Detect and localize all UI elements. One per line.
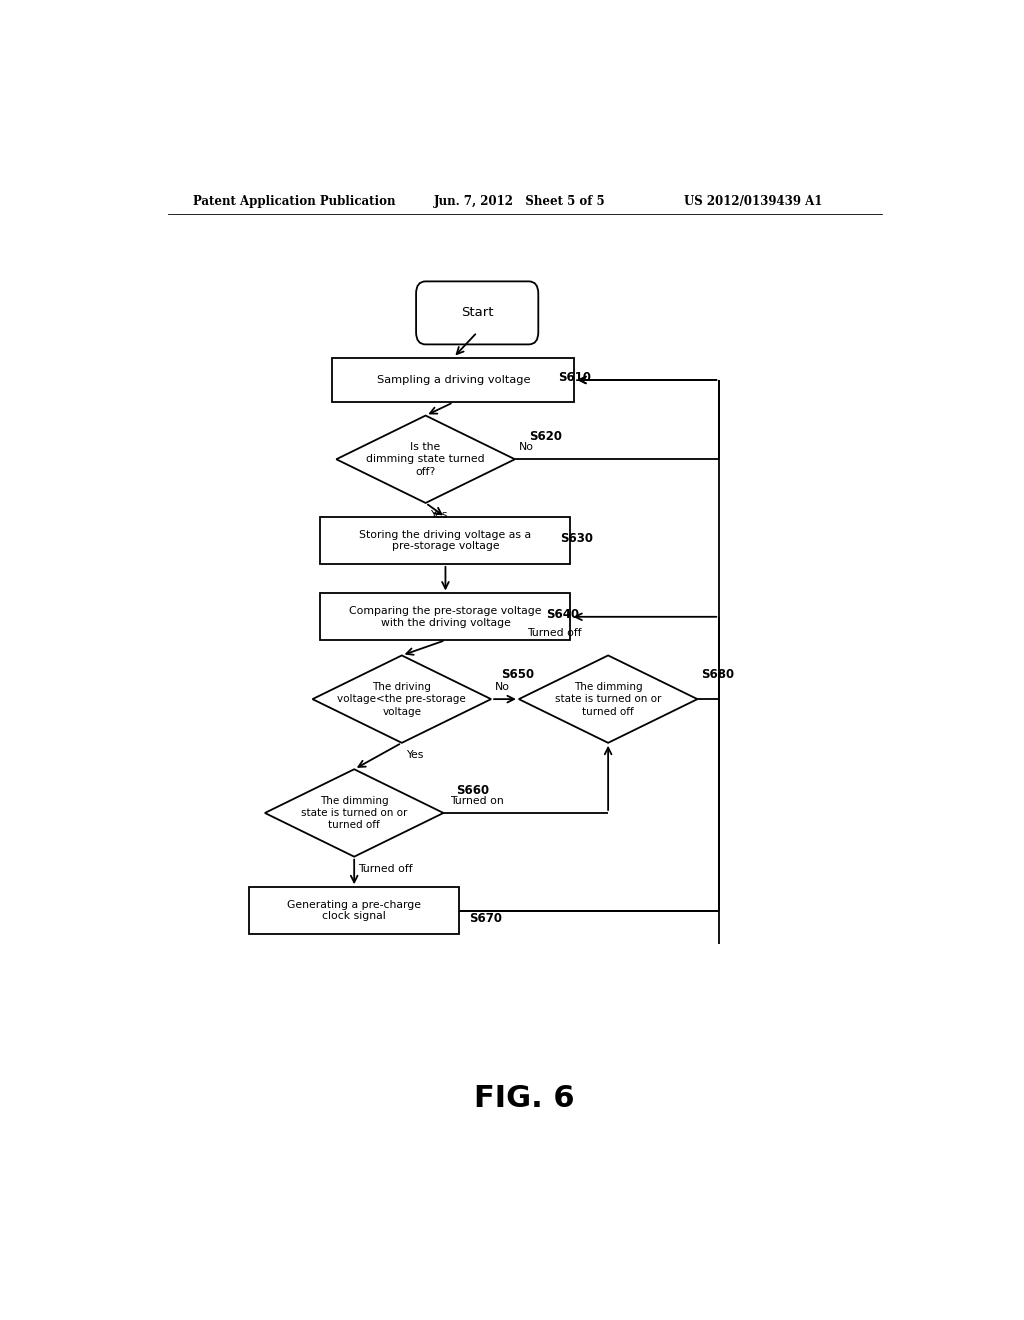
Text: Start: Start [461,306,494,319]
Text: Patent Application Publication: Patent Application Publication [194,194,395,207]
Text: The driving
voltage<the pre-storage
voltage: The driving voltage<the pre-storage volt… [338,681,466,717]
Text: Storing the driving voltage as a
pre-storage voltage: Storing the driving voltage as a pre-sto… [359,529,531,552]
Text: Generating a pre-charge
clock signal: Generating a pre-charge clock signal [287,900,421,921]
Text: Jun. 7, 2012   Sheet 5 of 5: Jun. 7, 2012 Sheet 5 of 5 [433,194,605,207]
Text: Turned off: Turned off [358,863,413,874]
Text: S670: S670 [469,912,502,925]
Text: S620: S620 [528,430,562,444]
FancyBboxPatch shape [416,281,539,345]
Text: Yes: Yes [430,510,446,520]
Polygon shape [265,770,443,857]
Text: FIG. 6: FIG. 6 [474,1084,575,1113]
Text: Is the
dimming state turned
off?: Is the dimming state turned off? [367,442,485,477]
Text: US 2012/0139439 A1: US 2012/0139439 A1 [684,194,822,207]
Text: S610: S610 [558,371,591,384]
Polygon shape [336,416,515,503]
Polygon shape [519,656,697,743]
Text: S660: S660 [456,784,488,797]
Text: The dimming
state is turned on or
turned off: The dimming state is turned on or turned… [301,796,408,830]
Text: S680: S680 [701,668,734,681]
Text: Comparing the pre-storage voltage
with the driving voltage: Comparing the pre-storage voltage with t… [349,606,542,627]
Text: S650: S650 [501,668,535,681]
Bar [321,594,570,640]
Polygon shape [312,656,492,743]
Bar [249,887,460,935]
Text: Turned on: Turned on [450,796,504,805]
Bar [333,358,574,403]
Text: Sampling a driving voltage: Sampling a driving voltage [377,375,530,385]
Text: Turned off: Turned off [526,628,582,638]
Text: S640: S640 [546,609,580,622]
Text: The dimming
state is turned on or
turned off: The dimming state is turned on or turned… [555,681,662,717]
Text: S630: S630 [560,532,594,545]
Bar [321,517,570,564]
Text: No: No [519,442,534,451]
Text: Yes: Yes [406,750,423,760]
Text: No: No [495,682,510,692]
